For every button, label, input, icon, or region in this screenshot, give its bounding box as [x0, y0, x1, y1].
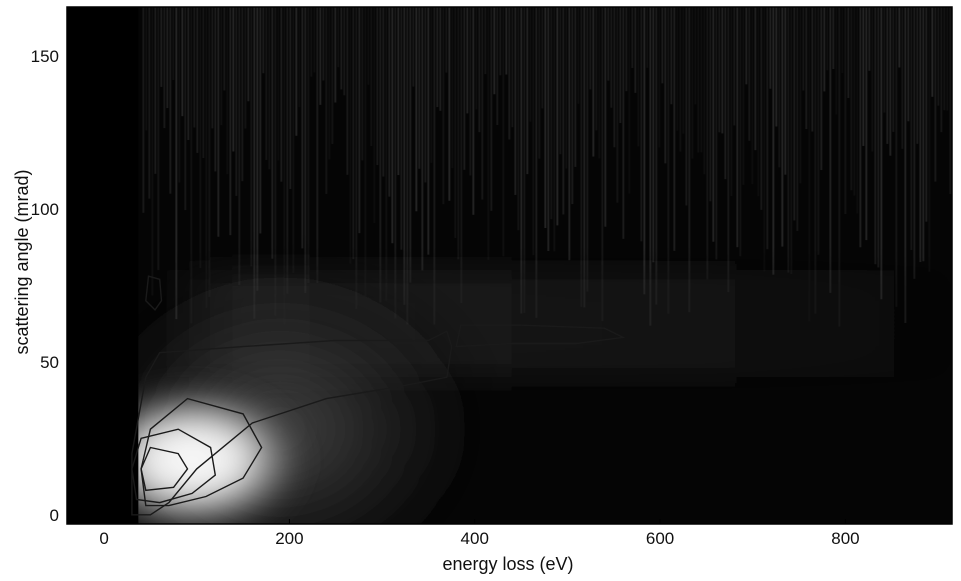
heatmap-image: [67, 7, 952, 524]
y-axis-ticks: 0 50 100 150: [31, 47, 72, 525]
contour-innermost: [140, 446, 189, 492]
plot-area: [66, 6, 953, 525]
y-axis-title: scattering angle (mrad): [12, 169, 32, 354]
zero-loss-region: [67, 7, 139, 524]
x-tick-label: 400: [461, 529, 489, 548]
contour-island-high: [455, 324, 626, 348]
noise-streaks: [142, 7, 952, 327]
contour-inner: [131, 428, 217, 504]
x-axis-ticks: 0 200 400 600 800: [99, 519, 860, 548]
x-axis-title: energy loss (eV): [442, 554, 573, 574]
x-tick-label: 0: [99, 529, 108, 548]
plot-frame: [66, 6, 953, 525]
y-tick-label: 50: [40, 353, 59, 372]
y-tick-label: 150: [31, 47, 59, 66]
x-tick-label: 600: [646, 529, 674, 548]
contour-middle: [140, 397, 263, 507]
x-tick-label: 200: [275, 529, 303, 548]
x-tick-label: 800: [831, 529, 859, 548]
contour-outer: [131, 330, 453, 516]
y-tick-label: 100: [31, 200, 59, 219]
contour-island-small: [145, 275, 163, 311]
y-tick-label: 0: [50, 506, 59, 525]
contour-lines: [131, 275, 626, 516]
